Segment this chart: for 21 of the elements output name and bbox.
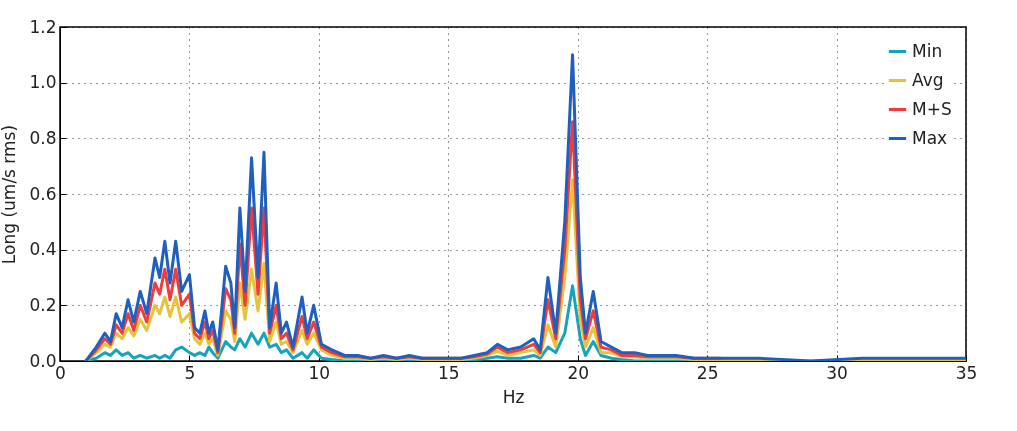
y-tick-label: 0.2 (29, 294, 57, 315)
x-tick-label: 30 (826, 362, 848, 383)
y-tick-label: 1.0 (29, 72, 57, 93)
x-tick-label: 25 (696, 362, 719, 383)
y-tick-label: 0.8 (29, 127, 57, 148)
legend-label: M+S (912, 98, 952, 119)
y-axis-title: Long (um/s rms) (0, 124, 20, 265)
legend-label: Max (912, 127, 948, 148)
y-tick-label: 0.4 (29, 239, 57, 260)
x-tick-label: 10 (308, 362, 331, 383)
x-tick-label: 5 (184, 362, 196, 383)
x-tick-label: 0 (55, 362, 66, 383)
legend-label: Avg (912, 69, 944, 90)
y-tick-label: 0.6 (29, 183, 57, 204)
y-tick-label: 0.0 (29, 350, 57, 371)
x-axis-title: Hz (502, 386, 525, 407)
x-tick-label: 15 (437, 362, 460, 383)
x-tick-label: 35 (955, 362, 978, 383)
x-tick-label: 20 (567, 362, 590, 383)
legend-label: Min (912, 40, 943, 61)
y-tick-label: 1.2 (29, 16, 57, 37)
